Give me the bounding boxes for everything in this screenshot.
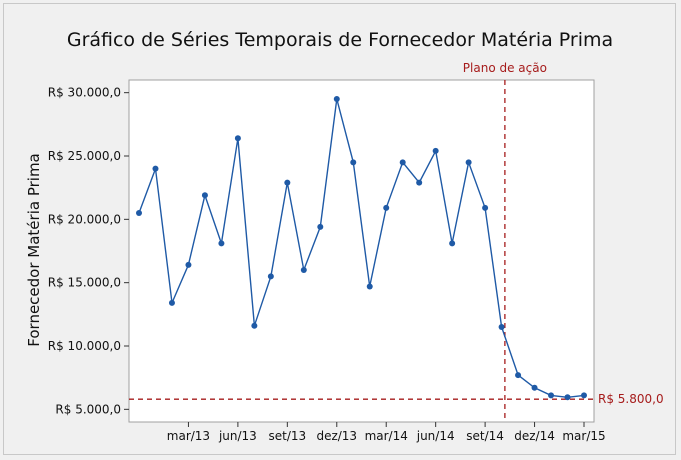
data-point <box>350 159 357 166</box>
data-point <box>482 204 489 211</box>
x-axis-ticks: mar/13 jun/13 set/13 dez/13 mar/14 jun/14 set/… <box>167 422 606 443</box>
data-point <box>399 159 406 166</box>
data-point <box>498 324 505 330</box>
data-point <box>168 299 175 306</box>
x-tick-label: mar/14 <box>365 429 408 443</box>
y-tick-label: R$ 25.000,0 <box>48 149 121 163</box>
action-plan-label: Plano de ação <box>463 61 547 75</box>
x-tick-label: jun/14 <box>416 429 455 443</box>
chart-svg: Gráfico de Séries Temporais de Fornecedo… <box>25 29 664 443</box>
chart-title: Gráfico de Séries Temporais de Fornecedo… <box>67 29 613 51</box>
y-axis-label: Fornecedor Matéria Prima <box>25 153 43 346</box>
x-tick-label: dez/14 <box>514 429 555 443</box>
data-point <box>531 384 538 391</box>
chart-frame: Gráfico de Séries Temporais de Fornecedo… <box>3 3 676 455</box>
data-point <box>432 147 439 154</box>
data-point <box>300 267 307 273</box>
data-point <box>201 192 208 199</box>
x-tick-label: set/13 <box>269 429 307 443</box>
data-point <box>234 135 241 142</box>
target-label: R$ 5.800,0 <box>598 392 664 406</box>
x-tick-label: mar/15 <box>562 429 605 443</box>
data-point <box>564 394 571 401</box>
series-line <box>138 98 585 399</box>
x-tick-label: set/14 <box>466 429 504 443</box>
reference-lines: Plano de ação R$ 5.800,0 <box>129 61 664 422</box>
x-tick-label: mar/13 <box>167 429 210 443</box>
data-point <box>284 179 291 186</box>
data-point <box>218 240 225 247</box>
x-tick-label: dez/13 <box>316 429 357 443</box>
data-point <box>333 96 340 102</box>
y-tick-label: R$ 20.000,0 <box>48 212 121 226</box>
y-axis-ticks: R$ 5.000,0 R$ 10.000,0 R$ 15.000,0 R$ 20.00… <box>48 86 129 416</box>
plot-area <box>128 79 595 423</box>
x-tick-label: jun/13 <box>218 429 257 443</box>
data-point <box>383 204 390 211</box>
data-point <box>449 240 456 247</box>
data-point <box>515 372 522 379</box>
y-tick-label: R$ 10.000,0 <box>48 339 121 353</box>
data-point <box>136 210 142 216</box>
data-point <box>267 273 274 280</box>
data-point <box>317 223 324 230</box>
data-point <box>251 322 258 329</box>
data-series <box>136 96 587 401</box>
data-point <box>465 159 472 166</box>
data-point <box>185 261 192 268</box>
y-tick-label: R$ 5.000,0 <box>55 402 121 416</box>
data-point <box>152 165 159 172</box>
data-point <box>416 179 423 186</box>
data-point <box>548 392 555 399</box>
y-tick-label: R$ 30.000,0 <box>48 86 121 100</box>
y-tick-label: R$ 15.000,0 <box>48 276 121 290</box>
data-point <box>581 392 587 399</box>
data-point <box>366 283 373 290</box>
